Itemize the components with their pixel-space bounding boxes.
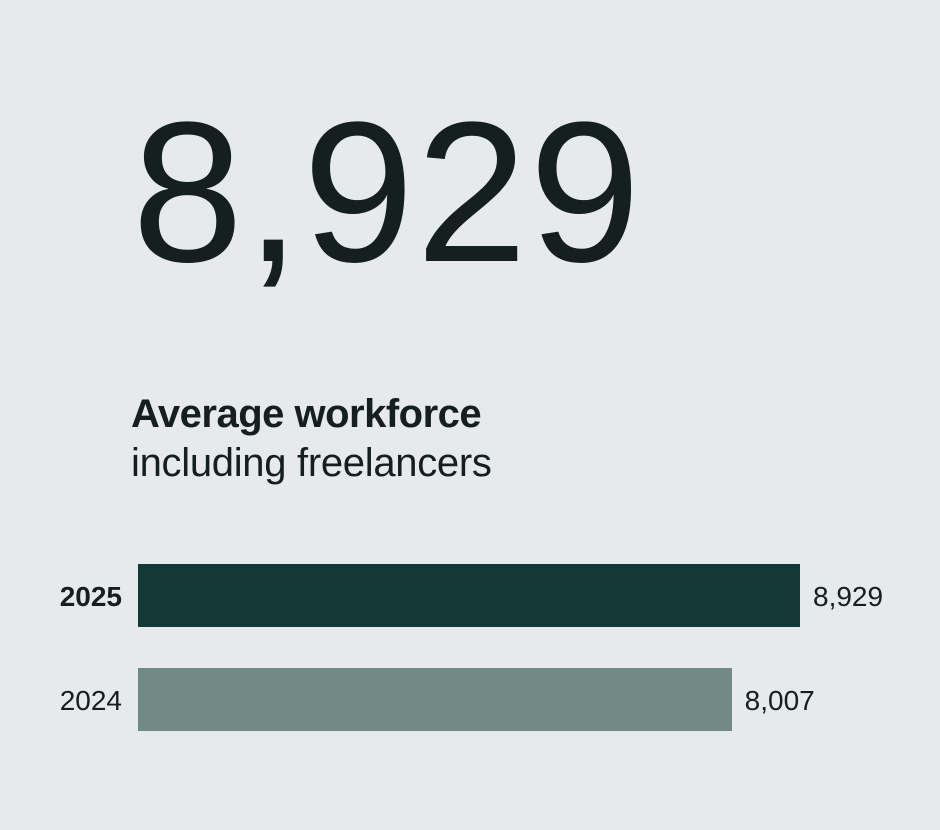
- bar-2024: [138, 668, 732, 731]
- headline-value: 8,929: [132, 81, 643, 304]
- bar-2025: [138, 564, 800, 627]
- value-label-2025: 8,929: [813, 581, 884, 612]
- value-label-2024: 8,007: [744, 685, 815, 716]
- category-label-2024: 2024: [59, 685, 122, 716]
- chart-title: Average workforce: [131, 392, 482, 436]
- category-label-2025: 2025: [59, 581, 122, 612]
- chart-subtitle: including freelancers: [131, 441, 492, 485]
